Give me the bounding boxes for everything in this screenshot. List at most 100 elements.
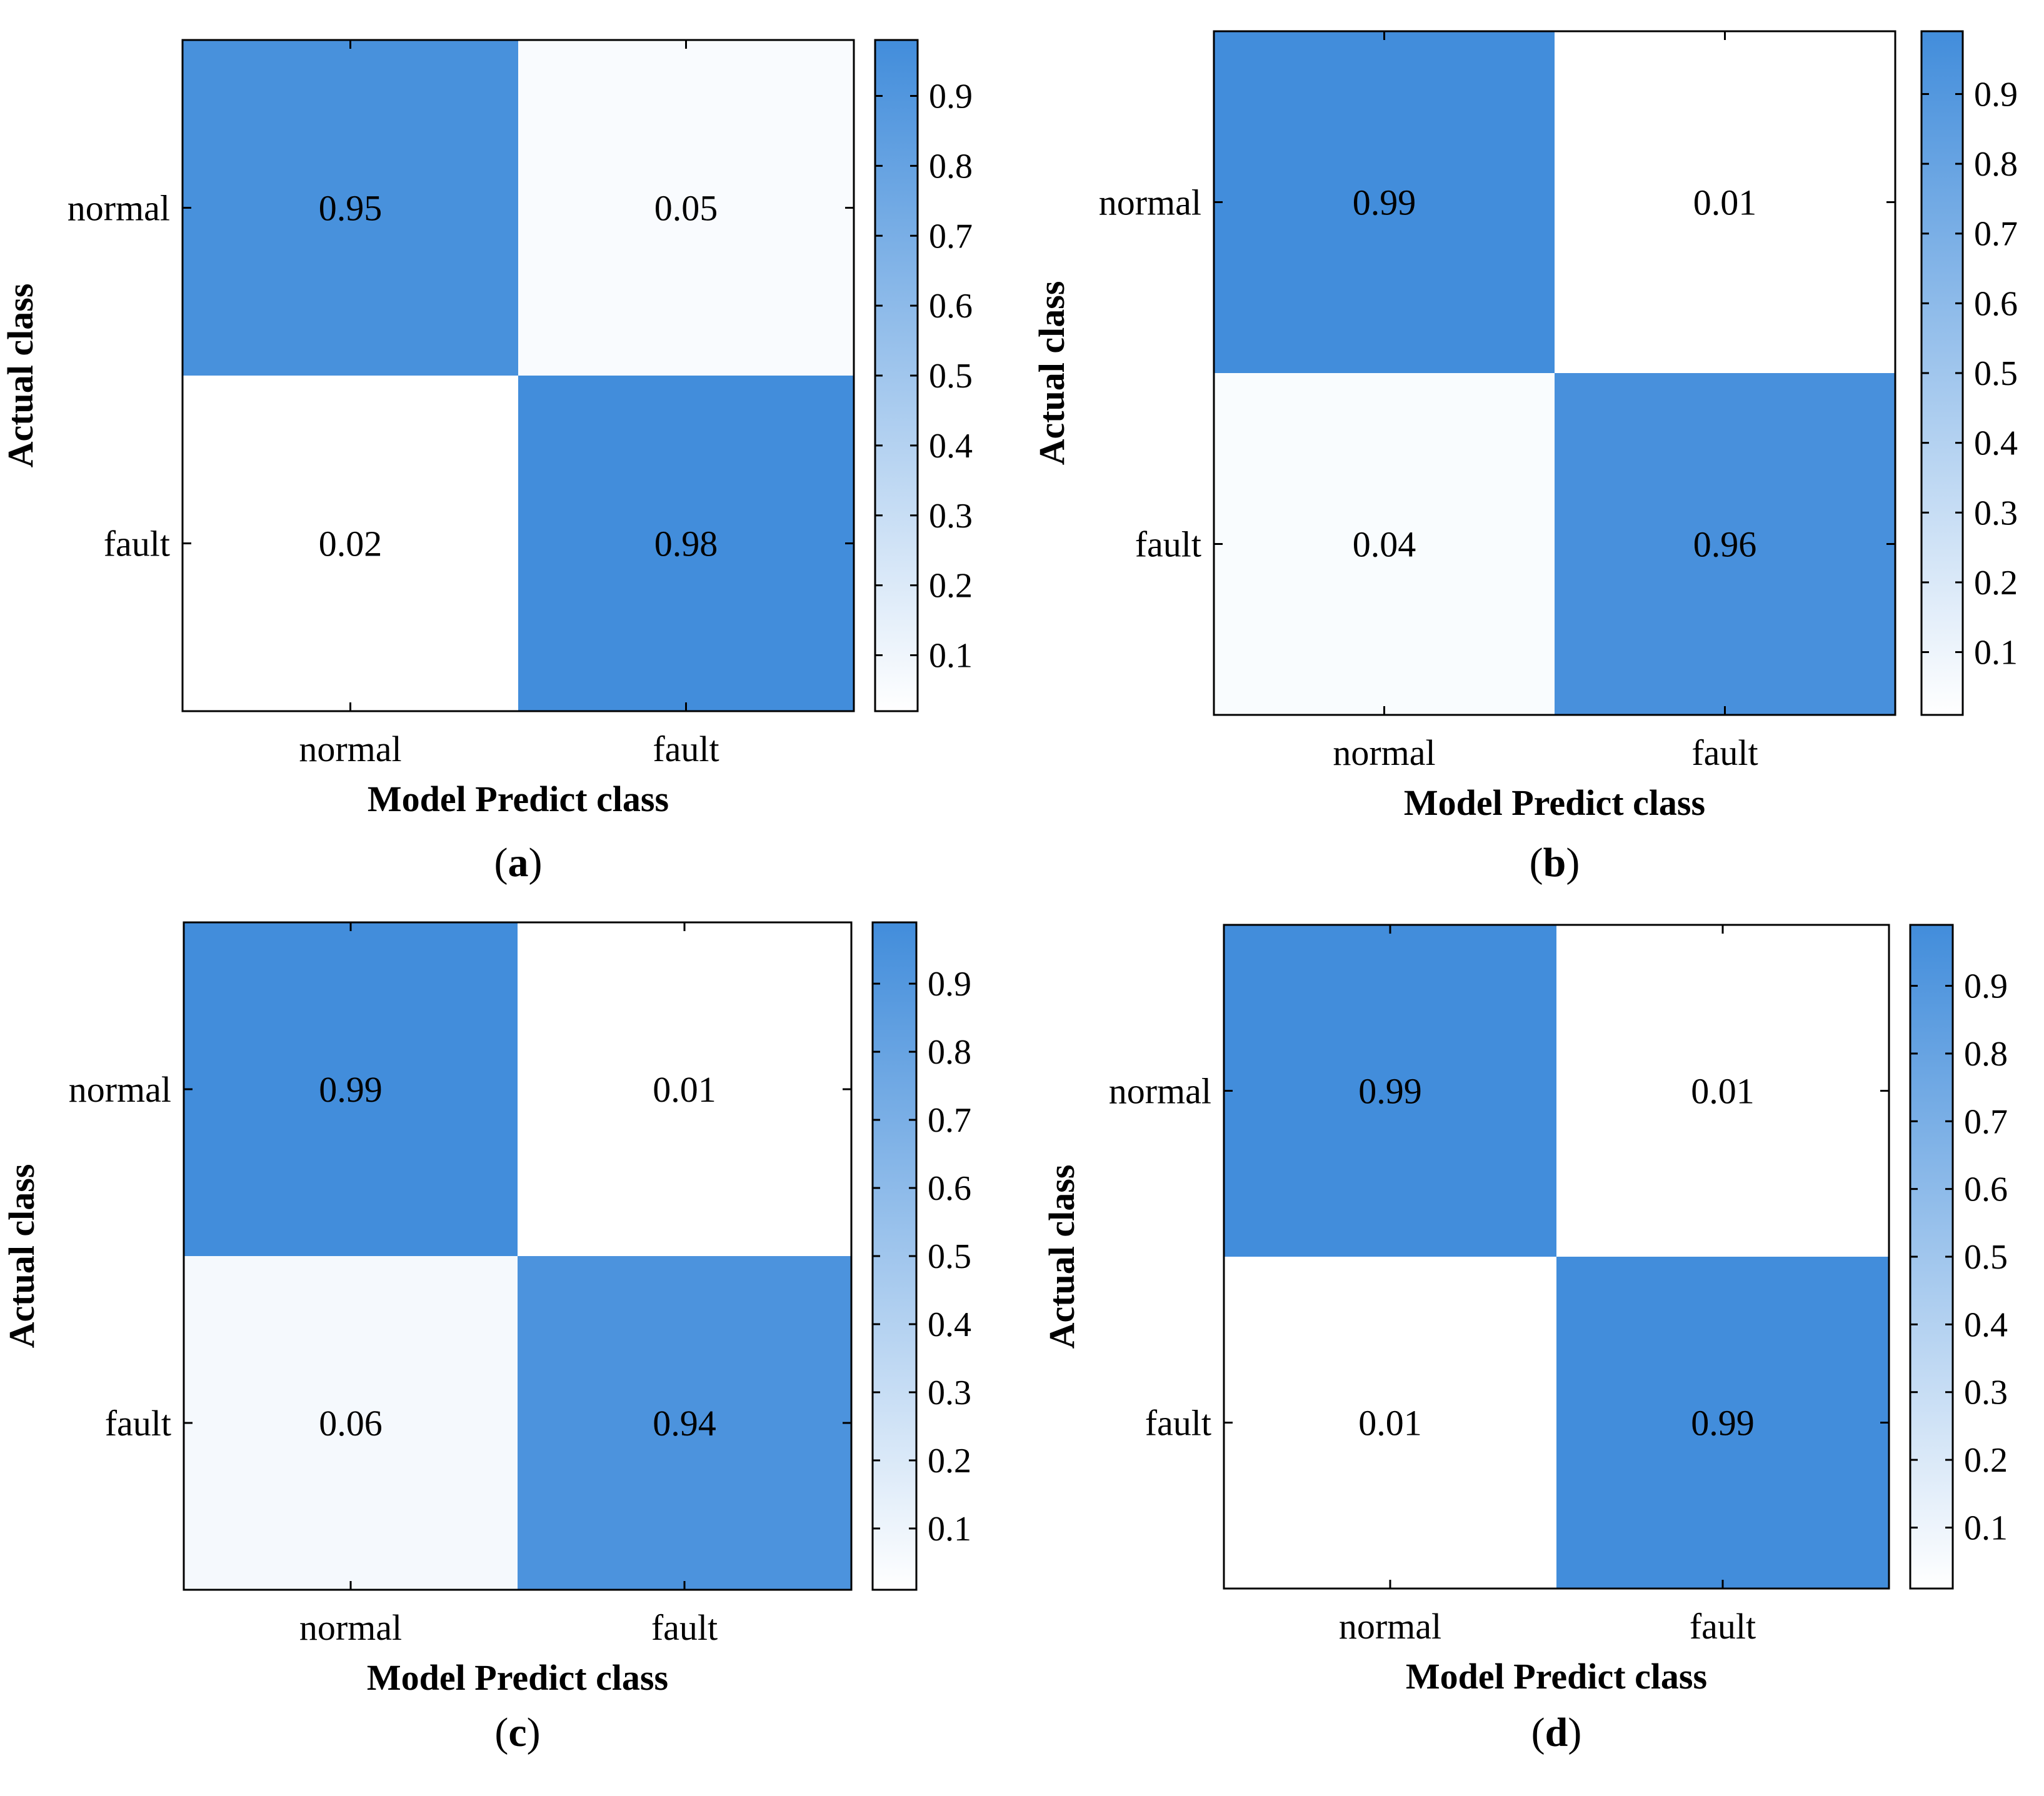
cell-value-label: 0.02 [319,524,383,564]
cell-value-label: 0.99 [319,1069,383,1110]
matrix-cell [1224,1257,1557,1589]
cell-value-label: 0.99 [1691,1403,1755,1444]
colorbar-tick-label: 0.4 [928,1305,971,1344]
colorbar-tick-label: 0.6 [1974,284,2018,323]
cell-value-label: 0.95 [319,188,383,229]
colorbar-tick-label: 0.9 [1964,967,2008,1006]
matrix-frame [183,921,853,1591]
x-axis-label: Model Predict class [1406,1656,1707,1697]
cell-value-label: 0.94 [653,1403,716,1444]
colorbar-tick-label: 0.9 [1974,75,2018,114]
panel-b: 0.99 0.01 0.04 0.96 normal fault normal fault Mo… [1031,30,2018,886]
panel-c: 0.99 0.01 0.06 0.94 normal fault normal fault Mo… [1,921,971,1755]
panel-label-close: ) [1568,1710,1581,1755]
panel-label-open: ( [1531,1710,1545,1755]
y-tick-label: normal [1109,1071,1211,1112]
colorbar-tick-label: 0.2 [928,1442,971,1480]
y-axis-label: Actual class [1041,1165,1082,1349]
x-axis-label: Model Predict class [368,779,669,819]
colorbar-tick-label: 0.8 [1974,145,2018,184]
cell-value-label: 0.04 [1353,524,1416,565]
panel-label-close: ) [529,840,543,886]
matrix-cell [1555,373,1896,716]
colorbar-tick-label: 0.4 [929,427,973,466]
panel-label-letter: d [1545,1710,1568,1755]
matrix-frame [1213,30,1896,716]
colorbar-tick-label: 0.8 [1964,1035,2008,1074]
cell-value-label: 0.01 [1691,1071,1755,1112]
colorbar-tick-label: 0.4 [1964,1305,2008,1344]
panel-label: (d) [1531,1710,1582,1755]
colorbar-tick-label: 0.1 [1974,634,2018,672]
colorbar-tick-label: 0.6 [1964,1170,2008,1209]
panel-label-open: ( [494,840,508,886]
cell-value-label: 0.99 [1358,1071,1422,1112]
matrix-cell [183,376,519,712]
cell-value-label: 0.06 [319,1403,383,1444]
colorbar-tick-label: 0.5 [929,357,973,396]
x-tick-label: fault [1690,1606,1756,1647]
cell-value-label: 0.01 [1693,182,1757,223]
matrix-cell [518,40,854,376]
cell-value-label: 0.01 [1358,1403,1422,1444]
colorbar-tick-label: 0.9 [929,77,973,116]
matrix-cell [184,1256,518,1590]
colorbar-tick-label: 0.8 [928,1033,971,1072]
y-tick-label: normal [68,188,170,229]
panel-label-close: ) [527,1710,541,1755]
colorbar-tick-label: 0.1 [929,637,973,676]
panel-a: 0.95 0.05 0.02 0.98 normal fault normal fault Mo… [0,39,973,886]
x-axis-label: Model Predict class [367,1657,668,1698]
colorbar-tick-label: 0.7 [1974,215,2018,254]
colorbar-tick-label: 0.7 [1964,1102,2008,1141]
panel-label: (b) [1530,840,1580,886]
y-tick-label: normal [69,1069,171,1110]
x-tick-label: normal [1339,1606,1441,1647]
x-tick-label: fault [1691,732,1758,773]
cell-value-label: 0.99 [1353,182,1416,223]
matrix-cell [183,40,519,376]
panel-label: (a) [494,840,543,886]
matrix-cell [1214,31,1555,374]
y-tick-label: normal [1099,182,1201,223]
x-tick-label: fault [651,1607,718,1648]
y-axis-label: Actual class [1,1164,42,1349]
matrix-frame [1223,924,1890,1590]
colorbar-tick-label: 0.2 [1964,1441,2008,1480]
panel-label-open: ( [494,1710,508,1755]
y-tick-label: fault [105,1403,171,1444]
colorbar-tick-label: 0.3 [928,1374,971,1412]
panel-label: (c) [494,1710,540,1755]
x-axis-label: Model Predict class [1404,782,1705,823]
matrix-frame [181,39,855,712]
panel-label-letter: a [508,840,529,886]
colorbar-tick-label: 0.3 [929,497,973,536]
y-tick-label: fault [1135,524,1201,565]
x-tick-label: fault [653,729,719,769]
colorbar-tick-label: 0.6 [929,287,973,326]
cell-value-label: 0.98 [654,524,718,564]
matrix-cell [518,922,852,1257]
panel-label-letter: b [1543,840,1566,886]
y-tick-label: fault [104,524,170,564]
panel-label-open: ( [1530,840,1543,886]
matrix-cell [1556,925,1890,1257]
x-tick-label: normal [1333,732,1435,773]
colorbar-tick-label: 0.5 [928,1237,971,1276]
matrix-cell [518,1256,852,1590]
colorbar-tick-label: 0.9 [928,965,971,1004]
colorbar-tick-label: 0.5 [1974,354,2018,393]
matrix-cell [1224,925,1557,1257]
panel-d: 0.99 0.01 0.01 0.99 normal fault normal fault Mo… [1041,924,2008,1755]
panel-label-letter: c [508,1710,526,1755]
matrix-cell [518,376,854,712]
cell-value-label: 0.01 [653,1069,716,1110]
x-tick-label: normal [299,729,401,769]
matrix-cell [1556,1257,1890,1589]
colorbar-tick-label: 0.3 [1964,1374,2008,1412]
colorbar-tick-label: 0.3 [1974,494,2018,532]
colorbar-tick-label: 0.4 [1974,424,2018,463]
matrix-cell [1214,373,1555,716]
y-axis-label: Actual class [1031,281,1072,466]
matrix-cell [184,922,518,1257]
